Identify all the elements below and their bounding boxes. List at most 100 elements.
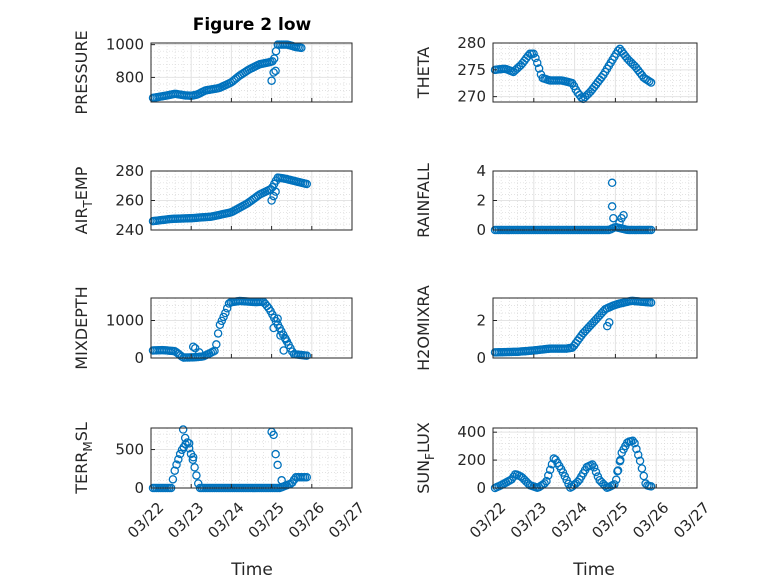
y-tick-label: 2 [476,312,486,330]
data-point [529,49,538,58]
subplot-mixdepth: 0 1000 MIXDEPTH [72,286,353,370]
data-point [634,450,643,460]
y-axis-label: SUNFLUX [414,422,437,494]
axes-box [492,427,698,489]
subplot-h2omixra: 0 2 H2OMIXRA [414,285,698,371]
data-point [607,178,617,188]
x-tick-label: 03/23 [507,499,550,542]
data-point [271,449,280,459]
data-point [577,93,586,102]
data-point [212,340,221,349]
data-point [639,471,649,481]
data-point [646,298,656,307]
data-point [269,323,278,333]
data-point [607,202,617,211]
y-tick-label: 2 [476,192,486,210]
data-point [632,444,641,454]
subplot-air_temp: 240 260 280 AIRTEMP [72,162,353,239]
data-point [273,314,282,323]
data-point [213,329,223,338]
data-point [190,463,199,472]
y-axis-label: PRESSURE [72,30,91,114]
y-tick-label: 0 [134,349,144,367]
x-tick-label: 03/25 [245,499,288,542]
data-point [221,308,230,318]
data-point [172,460,181,469]
y-axis-label: THETA [414,47,433,99]
x-tick-label: 03/22 [466,499,509,542]
data-point [534,64,544,73]
data-point [302,472,312,482]
y-tick-label: 280 [457,34,486,52]
data-point [589,463,599,472]
data-point [271,187,280,196]
y-axis-label: AIRTEMP [72,166,95,234]
data-point [646,482,656,491]
data-point [217,316,226,326]
axes-box [492,42,698,103]
figure-title: Figure 2 low [193,15,312,35]
data-point [184,439,194,448]
x-tick-label: 03/24 [548,499,591,542]
y-tick-label: 0 [476,349,486,367]
y-tick-label: 0 [476,479,486,497]
y-tick-label: 0 [476,221,486,239]
data-point [645,77,654,86]
axes-box [492,297,698,359]
plot-area [493,43,697,102]
data-point [302,351,312,360]
data-point [646,78,656,87]
y-tick-label: 1000 [106,36,144,54]
data-point [630,438,639,448]
y-tick-label: 1000 [106,312,144,330]
subplot-rainfall: 0 2 4 RAINFALL [414,162,698,239]
data-point [605,318,614,327]
data-point [615,218,624,227]
y-tick-label: 280 [115,162,144,180]
x-tick-label: 03/23 [164,499,207,542]
axes-box [150,297,353,359]
data-point [192,471,201,480]
data-point [194,348,204,357]
right-x-axis-label: Time [572,560,615,580]
x-tick-label: 03/27 [670,499,713,542]
y-tick-label: 260 [115,192,144,210]
data-point [215,320,225,330]
data-point [219,312,228,322]
data-point [279,346,288,355]
data-point [269,430,278,440]
data-point [540,479,549,488]
plot-area [151,428,352,488]
data-point [637,464,647,473]
x-tick-label: 03/25 [588,499,631,542]
data-point [174,455,183,464]
axes-box [150,427,353,489]
y-tick-label: 4 [476,162,486,180]
x-tick-label: 03/27 [325,499,368,542]
axes-box [150,42,353,103]
data-point [277,476,286,485]
data-point [628,436,637,446]
data-point [271,66,280,76]
x-tick-label: 03/26 [285,499,328,542]
data-point [531,53,540,63]
data-point [269,191,278,201]
subplot-pressure: 800 1000 PRESSURE [72,30,353,115]
data-point [184,444,194,453]
data-point [170,466,179,475]
data-point [281,334,290,344]
y-axis-label: TERRMSL [72,422,95,495]
data-point [267,196,276,205]
data-point [273,460,282,470]
data-point [544,471,553,480]
data-point [267,76,276,85]
data-point [297,43,306,53]
y-tick-label: 270 [457,88,486,106]
data-point [613,467,622,476]
y-tick-label: 400 [457,423,486,441]
data-point [619,210,628,220]
data-point [302,179,312,189]
x-tick-label: 03/22 [124,499,167,542]
